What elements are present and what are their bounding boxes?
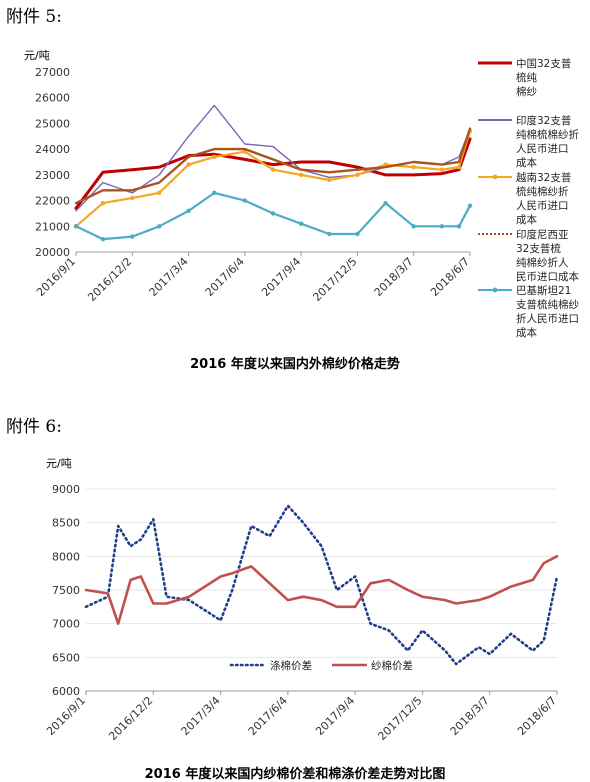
series-3-point <box>157 190 162 196</box>
series-5-point <box>456 224 462 229</box>
legend-item-4: 印度尼西亚 32支普梳纯棉纱折人民币进口成本 <box>478 228 579 283</box>
series-5-point <box>298 221 304 226</box>
chart1-unit-label: 元/吨 <box>24 49 50 62</box>
x-tick-label: 2016/9/1 <box>44 694 88 738</box>
attachment-6-heading: 附件 6: <box>6 417 62 437</box>
y-tick-label: 21000 <box>35 220 70 233</box>
series-line-2 <box>84 554 559 626</box>
series-5-point <box>270 211 276 216</box>
series-5-point <box>327 231 332 237</box>
legend-label-1: 涤棉价差 <box>270 659 312 672</box>
series-3-point <box>383 162 388 167</box>
series-line-1 <box>84 504 559 666</box>
chart2-title: 2016 年度以来国内纱棉价差和棉涤价差走势对比图 <box>144 767 446 782</box>
attachment-5-heading: 附件 5: <box>6 7 62 27</box>
legend-marker <box>492 174 498 180</box>
series-5-point <box>212 190 217 196</box>
series-5-point <box>130 234 135 239</box>
x-tick-label: 2017/12/5 <box>375 694 424 743</box>
series-3-point <box>327 177 332 183</box>
series-5-point <box>467 203 473 208</box>
y-tick-label: 22000 <box>35 195 70 208</box>
series-3-point <box>212 154 217 160</box>
series-5-point <box>157 224 162 229</box>
y-tick-label: 23000 <box>35 169 70 182</box>
series-3-point <box>186 162 191 167</box>
legend-marker <box>492 287 498 293</box>
legend-label: 印度尼西亚 32支普梳纯棉纱折人民币进口成本 <box>516 228 579 283</box>
series-5-point <box>73 224 79 229</box>
x-tick-label: 2018/6/7 <box>515 694 559 738</box>
series-3-point <box>100 200 106 206</box>
legend-label-2: 纱棉价差 <box>371 659 413 672</box>
legend-item-1: 中国32支普梳纯棉纱 <box>478 57 571 98</box>
y-tick-label: 20000 <box>35 246 70 259</box>
series-3-point <box>130 195 135 201</box>
y-tick-label: 26000 <box>35 92 70 105</box>
series-5-point <box>383 200 388 206</box>
legend-label: 巴基斯坦21 支普梳纯棉纱折人民币进口成本 <box>516 284 579 339</box>
y-tick-label: 9000 <box>52 483 80 496</box>
legend-label: 越南32支普梳纯棉纱折人民币进口成本 <box>516 171 571 226</box>
y-tick-label: 8000 <box>52 550 80 563</box>
legend-item-5: 巴基斯坦21 支普梳纯棉纱折人民币进口成本 <box>478 284 579 339</box>
series-5-point <box>411 224 416 229</box>
series-3-point <box>298 172 304 178</box>
series-line-5 <box>74 191 472 241</box>
chart2-unit-label: 元/吨 <box>46 457 72 470</box>
x-tick-label: 2018/3/7 <box>448 694 492 738</box>
legend-label: 中国32支普梳纯棉纱 <box>516 57 571 98</box>
series-3-point <box>411 164 416 170</box>
chart1-title: 2016 年度以来国内外棉纱价格走势 <box>190 357 400 372</box>
y-tick-label: 25000 <box>35 117 70 130</box>
series-3-point <box>355 172 360 178</box>
series-3-point <box>456 164 462 170</box>
y-tick-label: 6000 <box>52 685 80 698</box>
legend: 涤棉价差 纱棉价差 <box>229 659 413 672</box>
legend-item-2: 印度32支普纯棉梳棉纱折人民币进口成本 <box>478 114 579 169</box>
series-3-point <box>439 167 445 172</box>
y-tick-label: 7500 <box>52 584 80 597</box>
series-line-3 <box>74 130 472 228</box>
y-tick-label: 6500 <box>52 651 80 664</box>
legend-label: 印度32支普纯棉梳棉纱折人民币进口成本 <box>516 114 579 169</box>
y-tick-label: 8500 <box>52 517 80 530</box>
y-tick-label: 27000 <box>35 66 70 79</box>
y-tick-label: 7000 <box>52 618 80 631</box>
series-line-4 <box>74 127 472 205</box>
series-5-point <box>186 208 191 214</box>
x-tick-label: 2017/6/4 <box>246 694 290 738</box>
series-5-point <box>242 198 248 203</box>
x-tick-label: 2017/9/4 <box>313 694 357 738</box>
series-5-point <box>100 236 106 242</box>
series-5-point <box>355 231 360 237</box>
series-5-point <box>439 224 445 229</box>
x-tick-label: 2017/3/4 <box>179 694 223 738</box>
series-3-point <box>270 167 276 172</box>
legend-item-3: 越南32支普梳纯棉纱折人民币进口成本 <box>478 171 571 226</box>
x-tick-label: 2016/12/2 <box>106 694 155 743</box>
y-tick-label: 24000 <box>35 143 70 156</box>
